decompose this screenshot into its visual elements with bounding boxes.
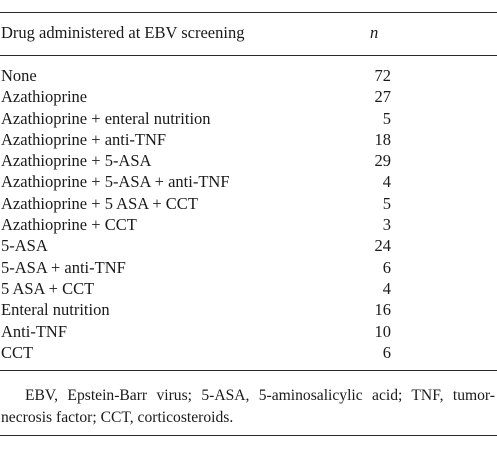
- row-n-cell: 18: [374, 129, 392, 149]
- row-drug-cell: Azathioprine + 5 ASA + CCT: [1, 193, 198, 213]
- row-n-cell: 5: [382, 193, 391, 213]
- table-row: 5-ASA 24: [0, 235, 497, 256]
- row-n-cell: 6: [382, 257, 391, 277]
- table-row: Azathioprine + CCT 3: [0, 214, 497, 235]
- row-drug-cell: 5-ASA + anti-TNF: [1, 257, 126, 277]
- table-row: Azathioprine + 5-ASA + anti-TNF 4: [0, 171, 497, 192]
- row-drug-cell: Azathioprine + anti-TNF: [1, 129, 167, 149]
- table-row: None 72: [0, 65, 497, 86]
- row-n-cell: 4: [382, 172, 391, 192]
- table-row: Azathioprine + anti-TNF 18: [0, 129, 497, 150]
- row-n-cell: 29: [374, 151, 392, 171]
- row-drug-cell: CCT: [1, 342, 34, 362]
- row-drug-cell: 5-ASA: [1, 236, 48, 256]
- table-row: Azathioprine + enteral nutrition 5: [0, 108, 497, 129]
- row-n-cell: 3: [382, 215, 391, 235]
- row-drug-cell: Anti-TNF: [1, 321, 67, 341]
- table-row: Azathioprine + 5 ASA + CCT 5: [0, 193, 497, 214]
- row-drug-cell: Azathioprine + CCT: [1, 215, 137, 235]
- table-top-rule: [0, 12, 497, 13]
- footnote-bottom-rule: [0, 435, 497, 436]
- row-drug-cell: Azathioprine + 5-ASA + anti-TNF: [1, 172, 230, 192]
- row-drug-cell: Azathioprine: [1, 87, 88, 107]
- header-drug-label: Drug administered at EBV screening: [1, 23, 245, 42]
- row-n-cell: 4: [382, 278, 391, 298]
- table-body: None 72 Azathioprine 27 Azathioprine + enter…: [0, 65, 497, 363]
- row-drug-cell: None: [1, 66, 37, 85]
- row-n-cell: 16: [374, 300, 392, 320]
- table-row: Enteral nutrition 16: [0, 299, 497, 320]
- row-drug-cell: Azathioprine + 5-ASA: [1, 151, 152, 171]
- row-drug-cell: 5 ASA + CCT: [1, 278, 95, 298]
- row-n-cell: 10: [374, 321, 392, 341]
- table-row: Anti-TNF 10: [0, 321, 497, 342]
- row-drug-cell: Enteral nutrition: [1, 300, 110, 320]
- table-row: CCT 6: [0, 342, 497, 363]
- table-row: Azathioprine + 5-ASA 29: [0, 150, 497, 171]
- table-bottom-rule: [0, 370, 497, 371]
- table-header-rule: [0, 55, 497, 56]
- table-footnote: EBV, Epstein-Barr virus; 5-ASA, 5-aminos…: [1, 387, 495, 426]
- table-row: 5 ASA + CCT 4: [0, 278, 497, 299]
- table-row: 5-ASA + anti-TNF 6: [0, 257, 497, 278]
- table-header-row: Drug administered at EBV screening n: [0, 23, 497, 47]
- row-drug-cell: Azathioprine + enteral nutrition: [1, 108, 211, 128]
- row-n-cell: 24: [374, 236, 392, 256]
- row-n-cell: 72: [374, 66, 392, 85]
- row-n-cell: 27: [374, 87, 392, 107]
- row-n-cell: 6: [382, 342, 391, 362]
- header-n-label: n: [370, 23, 379, 42]
- table-row: Azathioprine 27: [0, 86, 497, 107]
- row-n-cell: 5: [382, 108, 391, 128]
